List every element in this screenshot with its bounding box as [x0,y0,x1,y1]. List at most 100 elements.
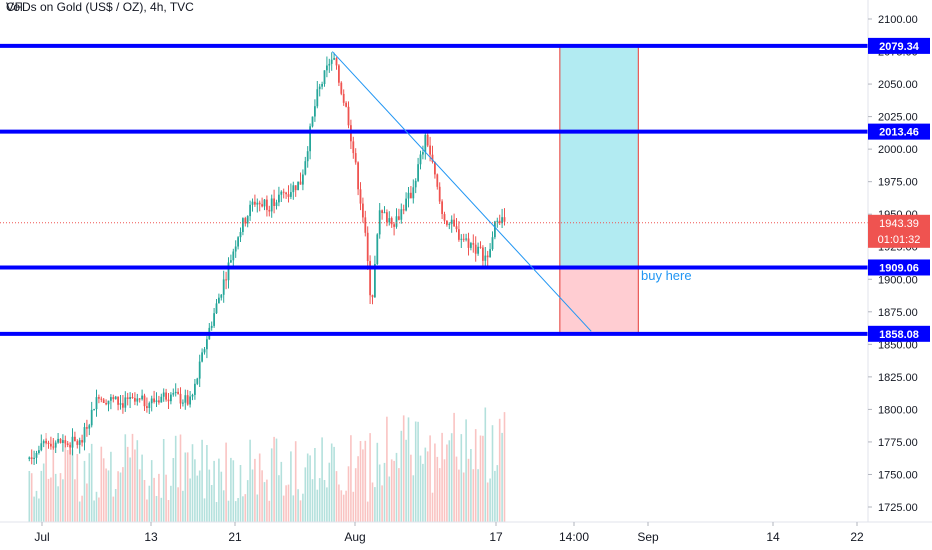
volume-bar [194,459,196,522]
volume-bar [146,499,148,522]
candle-body [395,216,398,227]
candle-body [362,203,364,218]
volume-bar [71,449,74,522]
volume-bar [90,443,93,522]
volume-bar [362,449,364,522]
candle-body [35,453,38,458]
trendline[interactable] [331,51,592,332]
candle-body [170,394,172,402]
target-zone[interactable] [559,45,639,268]
candle-body [393,224,395,227]
volume-bar [407,417,410,522]
candle-body [306,151,309,162]
candle-body [122,403,124,408]
volume-bar [201,439,203,522]
candle-body [114,396,117,400]
x-tick-label: Jul [34,530,49,544]
volume-bar [148,485,151,522]
candle-body [258,202,261,205]
candle-body [42,441,45,444]
x-tick-label: 21 [228,530,242,544]
candle-body [378,210,381,235]
candle-body [429,145,431,155]
volume-bar [371,482,374,522]
candle-body [321,84,323,87]
volume-bar [54,473,57,522]
candle-body [489,249,491,258]
candle-body [266,199,268,210]
level-price-label: 2079.34 [879,41,920,53]
volume-bar [191,444,194,522]
stop-zone[interactable] [559,266,639,335]
candle-body [314,106,316,117]
volume-bar [364,440,367,522]
volume-bar [306,453,309,522]
candle-body [338,65,340,83]
candle-body [292,185,295,193]
candle-body [333,58,335,60]
candle-body [450,219,453,224]
position-zones[interactable] [559,45,639,335]
candle-body [402,209,405,211]
y-tick-label: 2100.00 [878,14,918,26]
volume-bar [388,476,391,522]
candle-body [143,395,146,407]
candle-body [263,199,266,207]
candle-body [436,174,439,187]
support-resistance-levels[interactable] [0,43,868,336]
volume-bar [448,440,451,522]
volume-bar [311,479,314,522]
volume-bar [465,419,467,522]
candle-body [47,442,50,444]
volume-bar [258,453,261,522]
candle-body [189,396,191,405]
y-tick-label: 1725.00 [878,502,918,514]
last-price-label: 1943.39 [879,218,919,230]
volume-bar [342,494,345,522]
candle-body [110,397,112,401]
candle-body [242,218,244,232]
trendline-group[interactable]: buy here [331,51,692,332]
candle-body [326,65,328,71]
candle-body [330,59,333,64]
volume-bar [501,432,503,522]
volume-bar [112,496,115,522]
volume-bar [352,491,355,522]
candle-body [150,398,153,404]
candle-body [112,397,115,400]
volume-bar [455,456,458,522]
candle-body [45,441,47,443]
volume-bar [170,485,172,522]
volume-bar [275,438,278,522]
candle-body [172,393,175,395]
candle-body [359,189,362,204]
candle-body [182,402,184,404]
candle-body [381,210,383,213]
candle-body [434,161,436,175]
volume-bar [292,495,295,522]
candle-body [494,221,496,238]
volume-bar [153,477,155,522]
candle-body [155,400,158,402]
volume-bar [208,469,211,522]
candle-body [366,232,369,261]
candle-body [210,325,213,328]
volume-bar [203,498,206,522]
volume-bar [491,425,494,522]
price-labels: 2079.34 2013.46 1909.06 1858.08 1943.39 01:01… [868,37,930,342]
volume-bar [213,460,215,522]
candle-body [232,251,235,261]
candle-body [71,436,74,448]
candle-body [126,397,129,399]
candle-body [364,217,367,233]
volume-bar [429,435,431,522]
candle-body [374,264,376,298]
candle-body [261,204,263,207]
candle-body [354,153,357,163]
volume-bar [503,412,506,522]
candle-body [167,399,170,402]
volume-bar [38,498,40,522]
chart-title: CFDs on Gold (US$ / OZ), 4h, TVC [6,0,194,14]
level-price-label: 1858.08 [879,329,919,341]
